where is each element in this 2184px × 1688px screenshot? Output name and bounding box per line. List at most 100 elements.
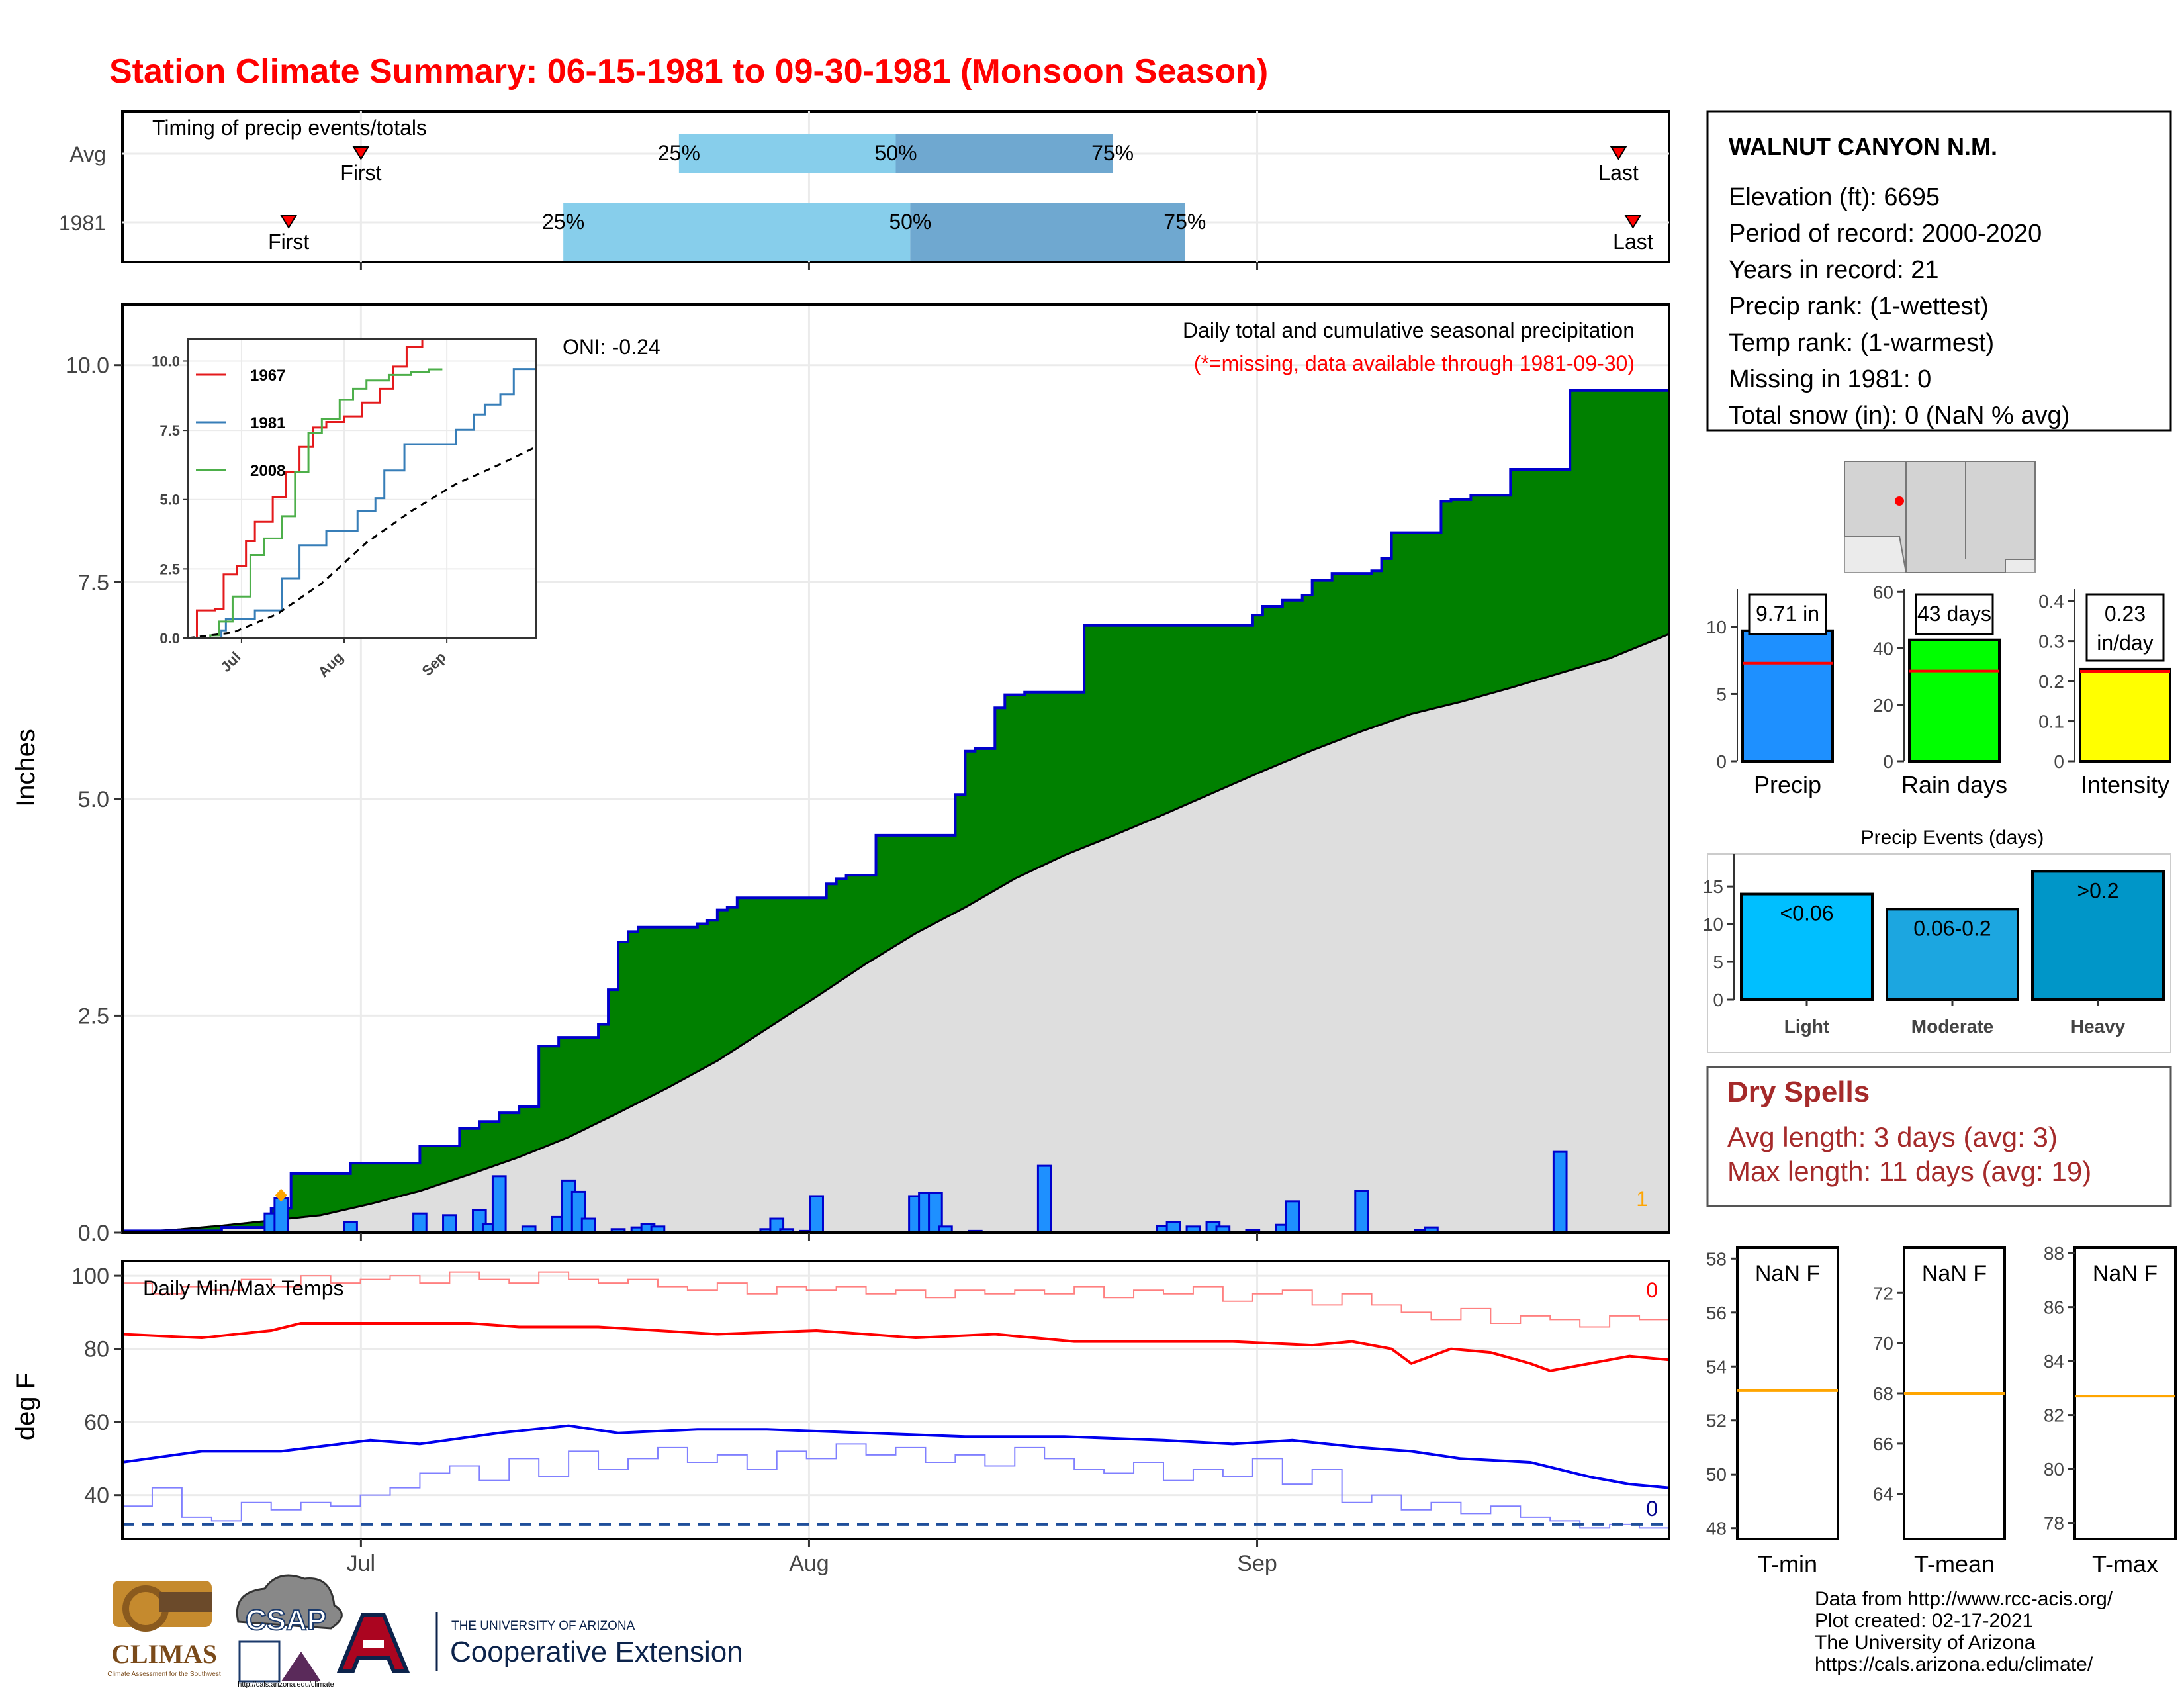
temps-ylabel: deg F bbox=[11, 1373, 40, 1440]
average-cumulative-line bbox=[122, 633, 1670, 1234]
csap-logo-text: CSAP bbox=[246, 1604, 326, 1636]
daily-precip-bar bbox=[1552, 1150, 1568, 1234]
temps-xtick-label: Jul bbox=[347, 1551, 375, 1576]
events-title: Precip Events (days) bbox=[1861, 827, 2044, 849]
temp-panel-value-label: NaN F bbox=[1755, 1261, 1820, 1286]
daily-precip-bar bbox=[1354, 1190, 1369, 1234]
tmin-daily-line bbox=[122, 1443, 1670, 1532]
temps-ytick-label: 100 bbox=[71, 1264, 109, 1289]
ua-bottom-text: Cooperative Extension bbox=[450, 1636, 743, 1668]
temp-panel-ytick-label: 72 bbox=[1873, 1283, 1893, 1303]
timing-first-marker bbox=[280, 215, 297, 229]
minibar-value-label: 43 days bbox=[1917, 602, 1991, 626]
csap-url: http://cals.arizona.edu/climate bbox=[238, 1681, 334, 1688]
tmin-count: 0 bbox=[1646, 1497, 1658, 1521]
events-category-label: Heavy bbox=[2071, 1016, 2126, 1037]
timing-bar-50-75 bbox=[910, 203, 1185, 261]
tmax-daily-line bbox=[122, 1271, 1670, 1328]
precip-ytick-label: 0.0 bbox=[78, 1221, 109, 1246]
timing-label: Timing of precip events/totals bbox=[152, 116, 427, 140]
figure-title: Station Climate Summary: 06-15-1981 to 0… bbox=[109, 52, 1268, 91]
temps-label: Daily Min/Max Temps bbox=[143, 1276, 343, 1300]
ua-top-text: THE UNIVERSITY OF ARIZONA bbox=[451, 1619, 635, 1633]
events-ytick-label: 10 bbox=[1703, 914, 1723, 935]
timing-bar-25-50 bbox=[678, 134, 896, 173]
precip-ytick-label: 7.5 bbox=[78, 570, 109, 595]
climas-logo: CLIMAS Climate Assessment for the Southw… bbox=[107, 1581, 221, 1678]
temp-panel-ytick-label: 88 bbox=[2044, 1243, 2064, 1264]
station-info-line: Total snow (in): 0 (NaN % avg) bbox=[1729, 402, 2070, 430]
station-info-line: Missing in 1981: 0 bbox=[1729, 365, 1931, 393]
events-value-label: >0.2 bbox=[2077, 878, 2118, 902]
footer-line-3: The University of Arizona bbox=[1815, 1632, 2036, 1654]
station-info: WALNUT CANYON N.M. Elevation (ft): 6695 P… bbox=[1706, 110, 2172, 432]
logos: CLIMAS Climate Assessment for the Southw… bbox=[107, 1574, 743, 1688]
climas-logo-subtext: Climate Assessment for the Southwest bbox=[107, 1671, 220, 1678]
precip-ytick-label: 2.5 bbox=[78, 1004, 109, 1029]
temps-xtick-label: Sep bbox=[1237, 1551, 1277, 1576]
inset-line-1981 bbox=[188, 368, 536, 639]
minibar-value-label: 0.23 bbox=[2105, 602, 2146, 626]
minibar-ytick-label: 40 bbox=[1873, 639, 1893, 659]
timing-row-label-year: 1981 bbox=[59, 211, 106, 235]
minibar-bar bbox=[1908, 638, 2001, 763]
events-category-label: Light bbox=[1784, 1016, 1829, 1037]
temps-xtick-label: Aug bbox=[789, 1551, 829, 1576]
minibar-label: Intensity bbox=[2081, 771, 2169, 798]
minibar-ytick-label: 0.4 bbox=[2038, 591, 2064, 612]
minibar-value-label: 9.71 in bbox=[1756, 602, 1819, 626]
missing-marker bbox=[275, 1188, 287, 1202]
minibar-bar bbox=[1741, 629, 1834, 763]
station-info-line: Temp rank: (1-warmest) bbox=[1729, 329, 1994, 357]
cumulative-1981-line bbox=[122, 389, 1669, 1233]
temp-panel-ytick-label: 66 bbox=[1873, 1434, 1893, 1454]
minibar-ytick-label: 0 bbox=[1716, 751, 1727, 772]
events-bar bbox=[2031, 870, 2165, 1002]
minibar-ytick-label: 0.1 bbox=[2038, 712, 2064, 732]
events-ytick-label: 5 bbox=[1713, 952, 1723, 972]
events-value-label: <0.06 bbox=[1780, 902, 1834, 925]
minibar-ytick-label: 0 bbox=[1883, 751, 1893, 772]
dry-spells: Dry Spells Avg length: 3 days (avg: 3) M… bbox=[1706, 1066, 2172, 1207]
tmax-count: 0 bbox=[1646, 1278, 1658, 1302]
minibar-bar bbox=[2079, 667, 2171, 763]
temp-panel-ytick-label: 84 bbox=[2044, 1351, 2064, 1372]
daily-precip-bar bbox=[809, 1195, 824, 1234]
inset-ytick-label: 10.0 bbox=[152, 353, 180, 369]
precip-ylabel: Inches bbox=[11, 729, 40, 807]
precip-ytick-label: 10.0 bbox=[66, 353, 109, 379]
station-info-line: Years in record: 21 bbox=[1729, 256, 1939, 284]
timing-pct-label: 25% bbox=[542, 210, 584, 234]
inset-line-2008 bbox=[188, 368, 443, 639]
timing-last-marker bbox=[1610, 146, 1627, 160]
timing-row-label-avg: Avg bbox=[69, 142, 106, 166]
daily-precip-bar bbox=[491, 1175, 507, 1234]
events-bar bbox=[1740, 892, 1874, 1001]
inset-ytick-label: 7.5 bbox=[159, 422, 180, 439]
footer-text: Data from http://www.rcc-acis.org/ Plot … bbox=[1815, 1588, 2113, 1675]
minibar-ytick-label: 10 bbox=[1706, 617, 1727, 637]
daily-precip-bar bbox=[343, 1221, 358, 1234]
daily-precip-bar bbox=[1165, 1221, 1181, 1234]
temp-panel-ytick-label: 68 bbox=[1873, 1383, 1893, 1404]
dry-spells-max: Max length: 11 days (avg: 19) bbox=[1727, 1156, 2091, 1187]
minibar-ytick-label: 60 bbox=[1873, 582, 1893, 602]
daily-precip-bar bbox=[580, 1217, 596, 1234]
temp-panel-ytick-label: 86 bbox=[2044, 1297, 2064, 1318]
daily-precip-bar bbox=[442, 1214, 457, 1234]
timing-pct-label: 50% bbox=[874, 141, 917, 165]
temp-panel-ytick-label: 54 bbox=[1706, 1356, 1727, 1377]
temps-ytick-label: 60 bbox=[84, 1410, 109, 1435]
temp-panel-ytick-label: 82 bbox=[2044, 1405, 2064, 1426]
temp-panel-ytick-label: 56 bbox=[1706, 1303, 1727, 1323]
precip-ytick-label: 5.0 bbox=[78, 787, 109, 812]
minibar-value-box bbox=[1915, 593, 1994, 635]
temp-panel-ytick-label: 80 bbox=[2044, 1459, 2064, 1479]
csap-logo: CSAP http://cals.arizona.edu/climate bbox=[236, 1574, 343, 1688]
precip-corner-count: 1 bbox=[1636, 1187, 1648, 1211]
temp-panel-ytick-label: 64 bbox=[1873, 1484, 1893, 1505]
timing-pct-label: 75% bbox=[1163, 210, 1206, 234]
events-value-label: 0.06-0.2 bbox=[1913, 916, 1991, 940]
